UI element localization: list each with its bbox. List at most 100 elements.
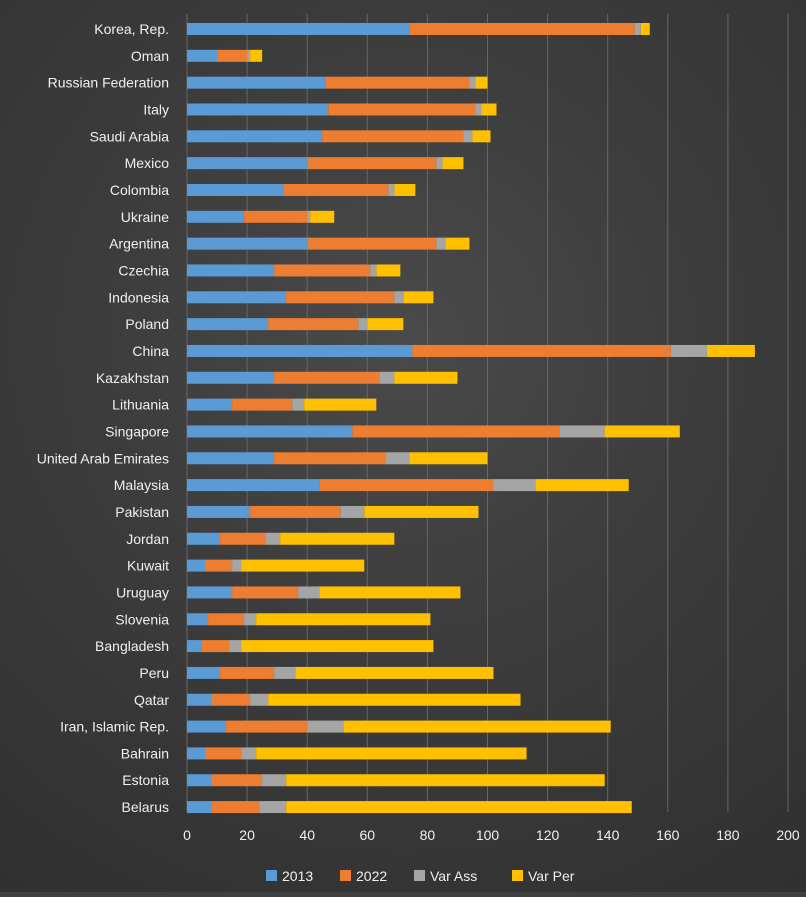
- category-label: China: [132, 343, 169, 359]
- bar-segment: [268, 318, 359, 331]
- bar-segment: [187, 774, 212, 787]
- bar-segment: [187, 532, 221, 545]
- bar-segment: [274, 371, 380, 384]
- category-label: Russian Federation: [48, 75, 169, 91]
- legend-swatch: [512, 870, 523, 881]
- bar-segment: [187, 318, 269, 331]
- category-label: Saudi Arabia: [90, 128, 170, 144]
- bar-segment: [220, 532, 266, 545]
- bar-segment: [298, 586, 320, 599]
- category-label: Korea, Rep.: [94, 21, 169, 37]
- bar-segment: [211, 774, 263, 787]
- bar-segment: [202, 640, 230, 653]
- bar-segment: [187, 130, 323, 143]
- bar-segment: [244, 613, 257, 626]
- category-label: Uruguay: [116, 584, 169, 600]
- bar-segment: [208, 613, 245, 626]
- bar-segment: [187, 183, 284, 196]
- bar-segment: [187, 452, 275, 465]
- bar-segment: [283, 183, 389, 196]
- bar-segment: [232, 559, 242, 572]
- bar-segment: [187, 103, 329, 116]
- bar-segment: [220, 666, 275, 679]
- category-label: Estonia: [122, 772, 169, 788]
- bar-segment: [436, 157, 443, 170]
- bar-segment: [475, 76, 488, 89]
- x-tick-label: 80: [420, 827, 436, 843]
- bar-segment: [295, 666, 494, 679]
- bar-segment: [493, 479, 536, 492]
- bar-segment: [379, 371, 395, 384]
- bar-segment: [307, 157, 437, 170]
- bar-segment: [274, 264, 371, 277]
- legend-entry: Var Per: [528, 868, 575, 884]
- bar-segment: [352, 425, 560, 438]
- category-label: Qatar: [134, 692, 169, 708]
- bar-segment: [250, 49, 263, 62]
- bar-segment: [241, 640, 434, 653]
- bar-segment: [187, 49, 218, 62]
- bar-segment: [388, 183, 395, 196]
- bar-segment: [307, 210, 311, 223]
- category-label: Poland: [125, 316, 169, 332]
- category-label: United Arab Emirates: [37, 450, 169, 466]
- bar-segment: [409, 452, 488, 465]
- bar-segment: [367, 318, 404, 331]
- bar-segment: [187, 371, 275, 384]
- bar-segment: [229, 640, 242, 653]
- bar-segment: [280, 532, 395, 545]
- category-label: Indonesia: [108, 289, 169, 305]
- category-label: Colombia: [110, 182, 169, 198]
- bar-segment: [187, 479, 320, 492]
- bar-segment: [211, 693, 251, 706]
- x-tick-label: 60: [360, 827, 376, 843]
- bar-segment: [241, 747, 257, 760]
- bar-segment: [187, 613, 209, 626]
- bar-segment: [187, 693, 212, 706]
- x-tick-label: 140: [596, 827, 620, 843]
- bar-segment: [535, 479, 629, 492]
- bar-segment: [358, 318, 368, 331]
- category-label: Slovenia: [115, 611, 169, 627]
- category-label: Kuwait: [127, 558, 169, 574]
- category-label: Belarus: [122, 799, 169, 815]
- category-label: Italy: [143, 101, 169, 117]
- bar-segment: [187, 344, 413, 357]
- legend-swatch: [340, 870, 351, 881]
- bar-segment: [259, 801, 287, 814]
- bar-segment: [634, 23, 641, 35]
- category-label: Czechia: [118, 262, 169, 278]
- legend-entry: 2013: [282, 868, 313, 884]
- bar-segment: [409, 23, 635, 35]
- bar-segment: [286, 291, 395, 304]
- bar-segment: [376, 264, 401, 277]
- bar-segment: [472, 130, 491, 143]
- bar-segment: [310, 210, 335, 223]
- bar-segment: [241, 559, 365, 572]
- x-tick-label: 100: [476, 827, 500, 843]
- bar-segment: [232, 586, 299, 599]
- bar-segment: [187, 747, 206, 760]
- bar-segment: [187, 398, 233, 411]
- bar-segment: [463, 130, 473, 143]
- bar-segment: [442, 157, 464, 170]
- bar-segment: [394, 291, 404, 304]
- bar-segment: [445, 237, 470, 250]
- category-label: Ukraine: [121, 209, 169, 225]
- bar-segment: [187, 801, 212, 814]
- bar-segment: [436, 237, 446, 250]
- bar-segment: [187, 720, 227, 733]
- legend: 2013 2022 Var Ass Var Per: [266, 868, 575, 884]
- bar-segment: [307, 237, 437, 250]
- bar-segment: [274, 452, 386, 465]
- bar-segment: [343, 720, 611, 733]
- bar-segment: [670, 344, 707, 357]
- bar-segment: [706, 344, 755, 357]
- bar-segment: [319, 586, 461, 599]
- x-tick-label: 40: [299, 827, 315, 843]
- bar-segment: [250, 693, 269, 706]
- x-tick-label: 20: [239, 827, 255, 843]
- bar-segment: [187, 291, 287, 304]
- bar-segment: [256, 747, 527, 760]
